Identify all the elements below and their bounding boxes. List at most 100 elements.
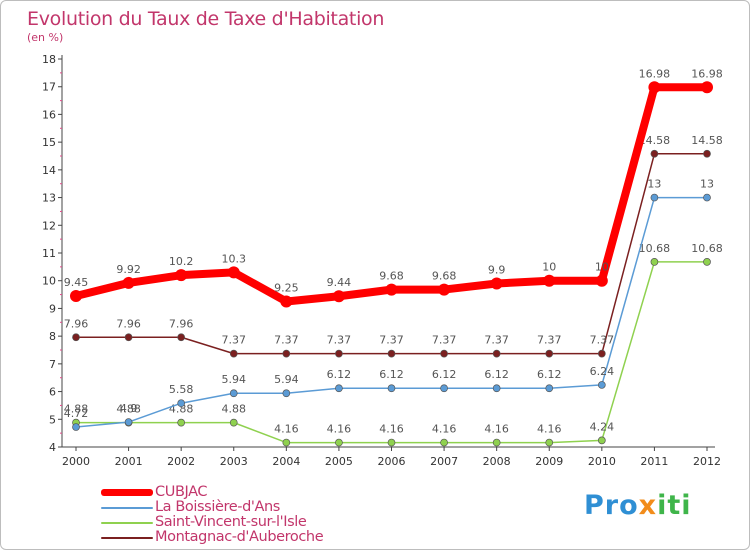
series-0-point [543,274,556,287]
series-0-point [438,283,451,296]
series-0-point [385,283,398,296]
x-tick-label: 2010 [588,455,616,468]
y-tick-label: 6 [49,386,56,399]
series-0-point [227,266,240,279]
y-tick-label: 12 [42,219,56,232]
series-1-point [282,389,291,398]
x-tick-label: 2006 [378,455,406,468]
series-1-data-label: 6.12 [379,368,404,381]
series-1-data-label: 13 [700,178,714,191]
series-2-point [177,418,186,427]
logo-part-3: iti [657,490,692,521]
series-0-point [70,289,82,302]
series-2-data-label: 4.88 [64,403,89,416]
y-tick-label: 14 [42,164,56,177]
series-3-point [597,349,606,358]
series-0-data-label: 9.92 [116,263,141,276]
chart-subtitle: (en %) [27,31,64,44]
y-tick-label: 13 [42,192,56,205]
y-tick-label: 8 [49,330,56,343]
x-tick-label: 2003 [220,455,248,468]
series-0-point [490,277,503,290]
series-1-data-label: 4.72 [64,407,89,420]
series-3-point [492,349,501,358]
y-tick-label: 10 [42,275,56,288]
series-0-data-label: 9.25 [274,282,299,295]
series-1-point [545,384,554,393]
series-1-point [177,399,186,408]
x-tick-label: 2008 [483,455,511,468]
x-tick-label: 2011 [640,455,668,468]
series-3-data-label: 7.37 [484,334,509,347]
series-3-point [335,349,343,358]
series-0-data-label: 9.68 [432,270,457,283]
series-3-data-label: 7.37 [432,334,457,347]
series-3-point [440,349,448,358]
series-0-point [280,295,293,308]
series-1-point [124,418,133,426]
series-2-point [440,438,448,447]
legend-label: CUBJAC [155,484,208,500]
series-0-point [175,269,188,282]
legend-label: Saint-Vincent-sur-l'Isle [155,514,307,530]
series-1-data-label: 13 [647,178,661,191]
legend-swatch [101,522,153,524]
series-3-point [650,149,659,158]
series-0-data-label: 9.9 [488,263,506,276]
series-2-point [703,258,711,266]
series-1-point [335,384,343,393]
legend-swatch [101,507,153,509]
series-2-point [492,438,501,447]
series-2-point [650,258,659,266]
y-tick-label: 18 [42,53,56,66]
series-2-point [229,418,238,427]
series-2-data-label: 4.16 [274,423,299,436]
x-tick-label: 2004 [272,455,300,468]
y-tick-label: 9 [49,302,56,315]
y-tick-label: 4 [49,441,56,454]
y-tick-label: 7 [49,358,56,371]
series-2-data-label: 4.16 [484,423,509,436]
series-1-point [703,193,711,202]
series-2-data-label: 4.88 [222,403,247,416]
x-tick-label: 2001 [115,455,143,468]
x-tick-label: 2009 [535,455,563,468]
series-1-point [72,423,80,431]
legend-label: Montagnac-d'Auberoche [155,529,324,545]
series-3-point [124,333,133,342]
x-tick-label: 2002 [167,455,195,468]
y-tick-label: 17 [42,81,56,94]
series-3-data-label: 7.37 [274,334,299,347]
series-2-point [282,438,291,447]
series-2-data-label: 4.88 [116,403,141,416]
series-1-point [492,384,501,393]
series-2-data-label: 10.68 [691,242,723,255]
series-3-data-label: 7.37 [327,334,352,347]
series-3-data-label: 7.37 [222,334,247,347]
series-1-data-label: 6.12 [484,368,509,381]
series-1-data-label: 6.24 [590,365,615,378]
series-2-data-label: 4.16 [327,423,352,436]
x-tick-label: 2000 [62,455,90,468]
chart-title: Evolution du Taux de Taxe d'Habitation [27,8,385,30]
series-3-data-label: 7.96 [64,317,89,330]
series-3-point [545,349,554,358]
series-3-point [177,333,186,342]
series-2-data-label: 4.16 [379,423,404,436]
logo-part-1: Pro [584,490,639,521]
series-3-data-label: 7.37 [379,334,404,347]
series-1-data-label: 5.94 [222,373,247,386]
series-2-point [545,438,554,447]
series-0-point [648,81,661,94]
series-3-data-label: 7.37 [537,334,562,347]
series-0-point [332,290,345,303]
series-1-point [440,384,448,393]
series-0-data-label: 9.68 [379,270,404,283]
series-0-point [122,276,135,289]
series-3-point [282,349,291,358]
series-1-point [387,384,396,393]
series-3-data-label: 14.58 [639,134,671,147]
x-tick-label: 2012 [693,455,721,468]
series-3-point [387,349,396,358]
